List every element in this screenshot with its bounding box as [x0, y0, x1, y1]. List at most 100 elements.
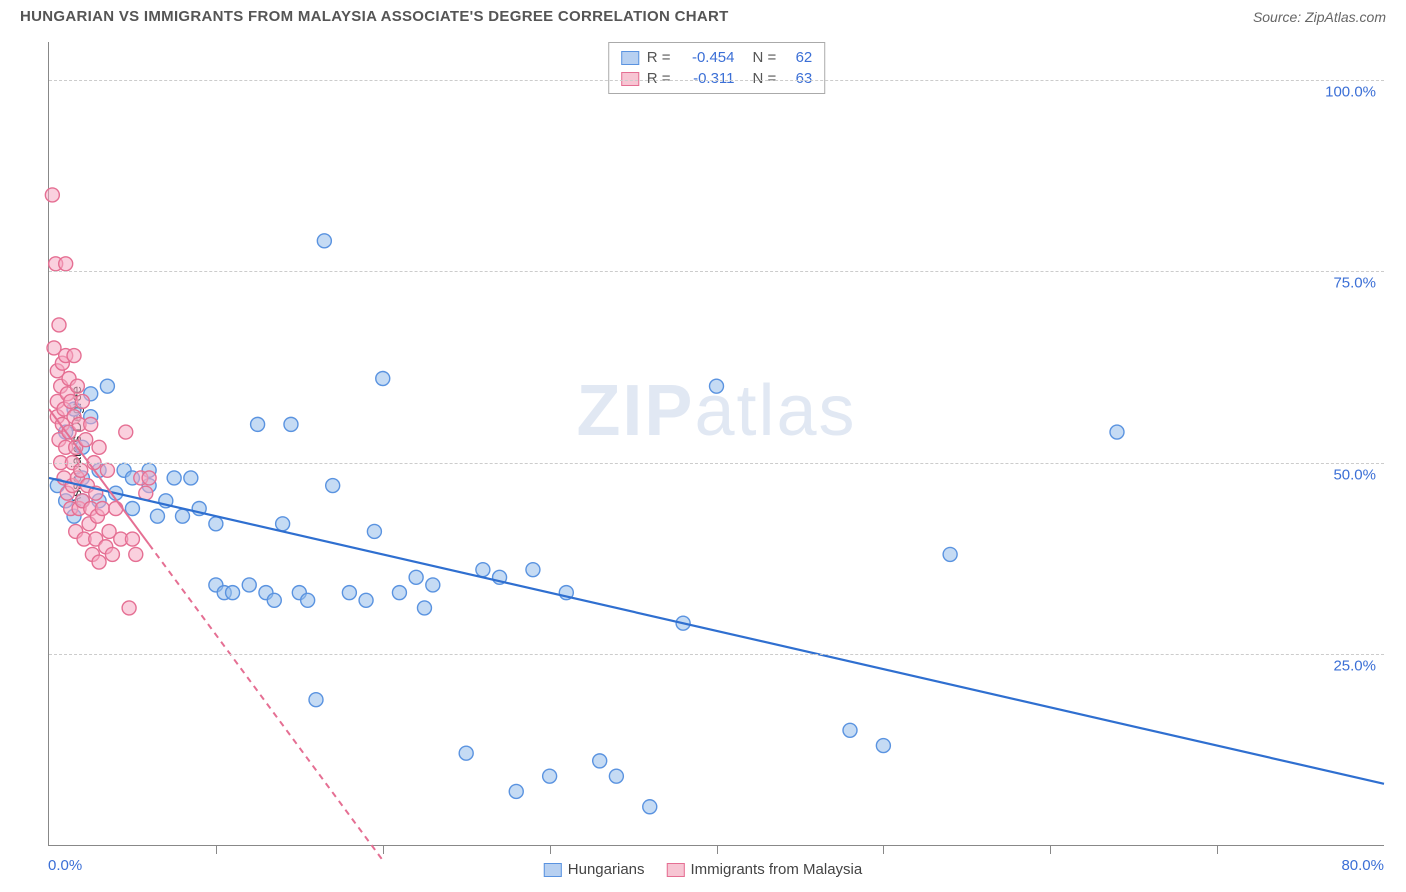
- x-tick-mark: [1217, 846, 1218, 854]
- scatter-point: [426, 578, 440, 592]
- gridline-h: [49, 271, 1384, 272]
- legend-stats: R =-0.454N =62R =-0.311N =63: [608, 42, 826, 94]
- scatter-point: [251, 417, 265, 431]
- scatter-point: [45, 188, 59, 202]
- scatter-point: [242, 578, 256, 592]
- scatter-point: [276, 517, 290, 531]
- y-tick-label: 50.0%: [1333, 466, 1376, 483]
- scatter-point: [376, 371, 390, 385]
- scatter-point: [100, 463, 114, 477]
- scatter-point: [509, 784, 523, 798]
- legend-r-label: R =: [647, 49, 671, 66]
- scatter-point: [943, 547, 957, 561]
- scatter-point: [92, 555, 106, 569]
- scatter-point: [309, 693, 323, 707]
- y-tick-label: 25.0%: [1333, 657, 1376, 674]
- scatter-point: [1110, 425, 1124, 439]
- scatter-point: [417, 601, 431, 615]
- scatter-point: [409, 570, 423, 584]
- scatter-point: [209, 517, 223, 531]
- scatter-point: [79, 433, 93, 447]
- scatter-point: [105, 547, 119, 561]
- legend-series-label: Hungarians: [568, 861, 645, 878]
- gridline-h: [49, 654, 1384, 655]
- legend-series-item: Immigrants from Malaysia: [667, 861, 863, 878]
- legend-r-value: -0.311: [679, 70, 735, 87]
- x-tick-mark: [717, 846, 718, 854]
- legend-swatch: [621, 51, 639, 65]
- scatter-point: [226, 586, 240, 600]
- plot-area: ZIPatlas R =-0.454N =62R =-0.311N =63 25…: [48, 42, 1384, 846]
- scatter-point: [100, 379, 114, 393]
- legend-n-value: 62: [784, 49, 812, 66]
- scatter-point: [74, 463, 88, 477]
- scatter-point: [52, 318, 66, 332]
- scatter-point: [125, 502, 139, 516]
- scatter-point: [609, 769, 623, 783]
- scatter-point: [459, 746, 473, 760]
- scatter-point: [317, 234, 331, 248]
- gridline-h: [49, 80, 1384, 81]
- scatter-point: [109, 502, 123, 516]
- scatter-point: [119, 425, 133, 439]
- scatter-point: [526, 563, 540, 577]
- chart-title: HUNGARIAN VS IMMIGRANTS FROM MALAYSIA AS…: [20, 8, 729, 25]
- header: HUNGARIAN VS IMMIGRANTS FROM MALAYSIA AS…: [0, 0, 1406, 29]
- scatter-point: [75, 394, 89, 408]
- scatter-point: [95, 502, 109, 516]
- scatter-point: [284, 417, 298, 431]
- legend-swatch: [667, 863, 685, 877]
- scatter-point: [710, 379, 724, 393]
- legend-series-label: Immigrants from Malaysia: [691, 861, 863, 878]
- scatter-point: [367, 524, 381, 538]
- scatter-point: [593, 754, 607, 768]
- x-tick-mark: [550, 846, 551, 854]
- scatter-point: [59, 257, 73, 271]
- legend-series: Hungarians Immigrants from Malaysia: [544, 861, 862, 878]
- scatter-point: [342, 586, 356, 600]
- scatter-point: [150, 509, 164, 523]
- scatter-point: [876, 739, 890, 753]
- scatter-point: [167, 471, 181, 485]
- scatter-point: [326, 479, 340, 493]
- scatter-point: [843, 723, 857, 737]
- legend-stats-row: R =-0.454N =62: [621, 47, 813, 68]
- x-tick-mark: [1050, 846, 1051, 854]
- legend-series-item: Hungarians: [544, 861, 645, 878]
- legend-n-label: N =: [753, 49, 777, 66]
- legend-n-label: N =: [753, 70, 777, 87]
- scatter-point: [301, 593, 315, 607]
- source-prefix: Source:: [1253, 9, 1305, 25]
- scatter-point: [67, 349, 81, 363]
- x-tick-mark: [883, 846, 884, 854]
- scatter-point: [267, 593, 281, 607]
- gridline-h: [49, 463, 1384, 464]
- scatter-point: [543, 769, 557, 783]
- x-axis-min-label: 0.0%: [48, 857, 82, 874]
- scatter-point: [476, 563, 490, 577]
- scatter-point: [70, 379, 84, 393]
- scatter-point: [84, 417, 98, 431]
- scatter-point: [184, 471, 198, 485]
- scatter-point: [142, 471, 156, 485]
- scatter-point: [129, 547, 143, 561]
- x-axis-max-label: 80.0%: [1341, 857, 1384, 874]
- legend-r-label: R =: [647, 70, 671, 87]
- legend-stats-row: R = -0.311 N = 63: [621, 68, 813, 89]
- scatter-point: [643, 800, 657, 814]
- x-tick-mark: [216, 846, 217, 854]
- y-tick-label: 100.0%: [1325, 84, 1376, 101]
- trend-line: [49, 478, 1384, 784]
- scatter-point: [359, 593, 373, 607]
- plot-svg: [49, 42, 1384, 845]
- source-attribution: Source: ZipAtlas.com: [1253, 9, 1386, 25]
- legend-swatch: [544, 863, 562, 877]
- legend-n-value: 63: [784, 70, 812, 87]
- scatter-point: [176, 509, 190, 523]
- scatter-point: [122, 601, 136, 615]
- scatter-point: [92, 440, 106, 454]
- source-name: ZipAtlas.com: [1305, 9, 1386, 25]
- y-tick-label: 75.0%: [1333, 275, 1376, 292]
- scatter-point: [125, 532, 139, 546]
- scatter-point: [392, 586, 406, 600]
